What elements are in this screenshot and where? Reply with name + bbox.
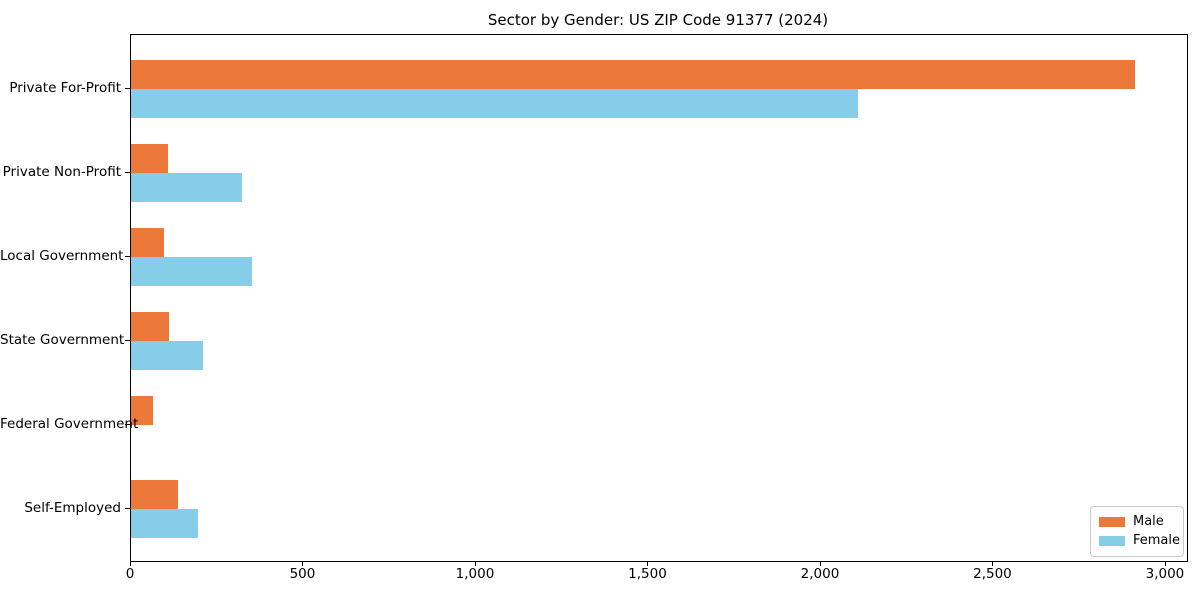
bar-female-2 — [131, 257, 252, 286]
bar-male-3 — [131, 312, 169, 341]
x-tick-mark-6 — [1164, 561, 1166, 566]
bar-female-1 — [131, 173, 242, 202]
legend: Male Female — [1090, 506, 1184, 557]
y-tick-mark-2 — [125, 256, 130, 257]
bar-male-2 — [131, 228, 165, 257]
chart-title: Sector by Gender: US ZIP Code 91377 (202… — [487, 11, 829, 29]
bar-male-5 — [131, 480, 178, 509]
x-tick-mark-3 — [647, 561, 649, 566]
plot-area — [130, 34, 1188, 562]
x-tick-label-0: 0 — [125, 566, 135, 582]
bar-male-0 — [131, 60, 1135, 89]
y-tick-mark-5 — [125, 508, 130, 509]
bar-male-1 — [131, 144, 168, 173]
legend-item-male: Male — [1099, 514, 1175, 530]
legend-swatch-female — [1099, 536, 1125, 546]
x-tick-mark-5 — [992, 561, 994, 566]
x-tick-label-1: 500 — [289, 566, 316, 582]
y-tick-mark-4 — [125, 424, 130, 425]
legend-label-female: Female — [1133, 533, 1181, 548]
x-tick-label-5: 2,500 — [973, 566, 1012, 582]
x-tick-label-3: 1,500 — [628, 566, 667, 582]
x-tick-label-4: 2,000 — [800, 566, 840, 582]
bar-male-4 — [131, 396, 153, 425]
x-tick-mark-1 — [302, 561, 304, 566]
legend-swatch-male — [1099, 517, 1125, 527]
legend-item-female: Female — [1099, 533, 1180, 549]
x-tick-label-2: 1,000 — [455, 566, 495, 582]
y-tick-label-3: State Government — [0, 332, 125, 348]
y-tick-mark-1 — [125, 172, 130, 173]
x-tick-label-6: 3,000 — [1145, 566, 1185, 582]
y-tick-label-0: Private For-Profit — [9, 80, 121, 96]
y-tick-label-4: Federal Government — [0, 416, 139, 432]
y-tick-label-5: Self-Employed — [24, 500, 121, 516]
legend-label-male: Male — [1133, 514, 1164, 529]
bar-female-5 — [131, 509, 198, 538]
bar-female-3 — [131, 341, 203, 370]
x-tick-mark-4 — [819, 561, 821, 566]
y-tick-label-2: Local Government — [0, 248, 124, 264]
y-tick-mark-3 — [125, 340, 130, 341]
y-tick-mark-0 — [125, 88, 130, 89]
y-tick-label-1: Private Non-Profit — [2, 164, 121, 180]
bar-female-0 — [131, 89, 859, 118]
x-tick-mark-0 — [130, 561, 131, 566]
x-tick-mark-2 — [474, 561, 476, 566]
